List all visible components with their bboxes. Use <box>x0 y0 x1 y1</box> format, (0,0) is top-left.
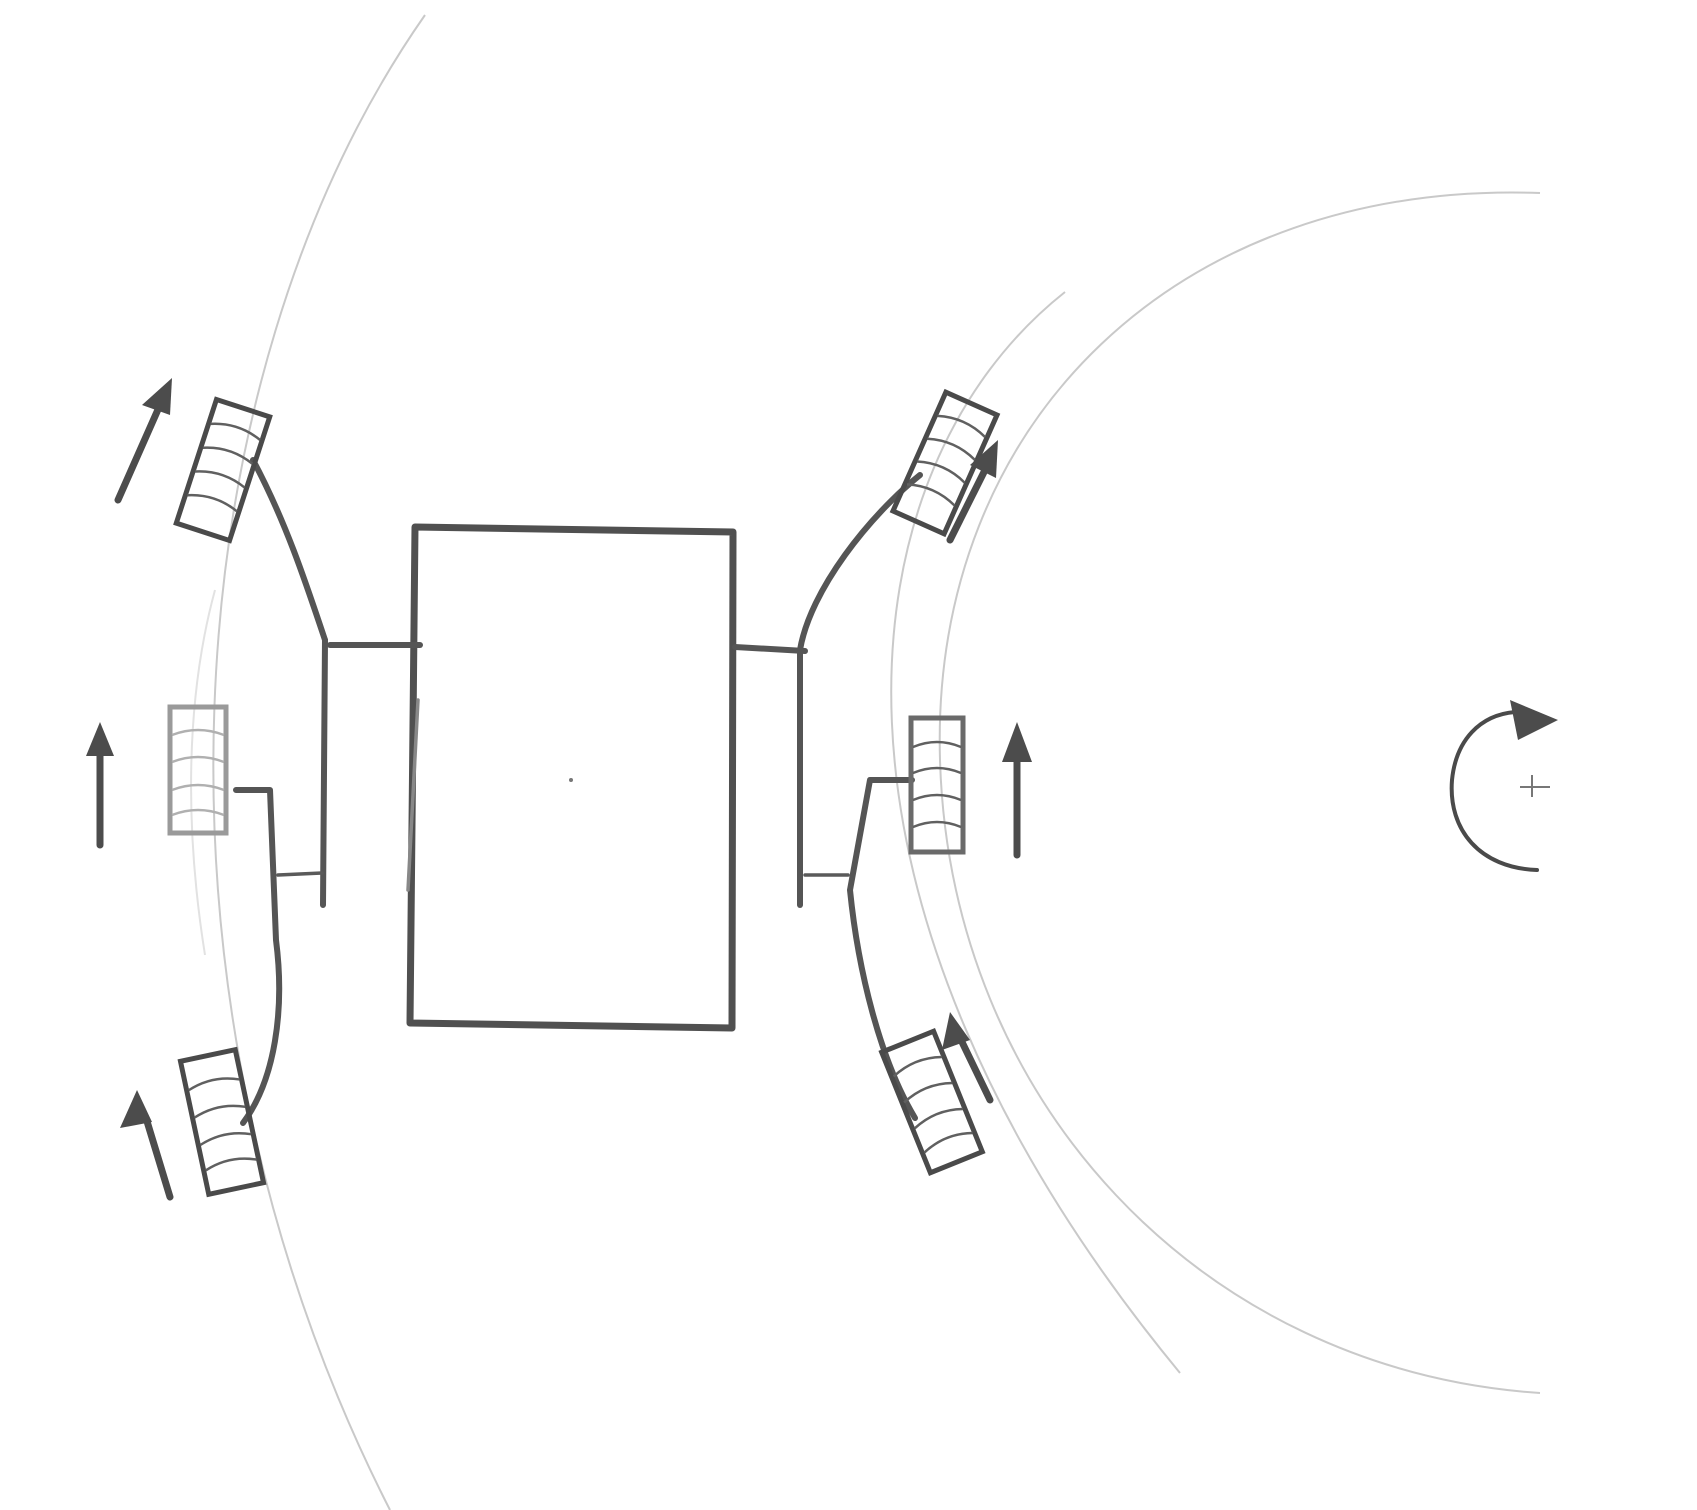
left-vertical-beam <box>320 637 328 908</box>
left-front-wheel <box>173 396 273 544</box>
arrow-right-rear <box>942 1012 994 1104</box>
rotation-arrowhead-icon <box>1510 700 1558 740</box>
arrow-left-rear <box>120 1090 174 1201</box>
arrow-right-front <box>946 440 998 544</box>
left-bogie <box>233 457 423 1126</box>
arrow-left-middle <box>86 722 114 849</box>
rotation-arc-icon <box>1449 710 1539 872</box>
right-middle-wheel <box>908 715 966 855</box>
inner-turning-arc <box>938 191 1541 1394</box>
left-rear-link-connector <box>276 871 324 877</box>
right-bogie <box>732 472 923 1121</box>
rotation-indicator <box>1449 700 1558 872</box>
chassis-left-edge-shadow <box>406 698 420 892</box>
right-chassis-connector <box>732 644 808 654</box>
left-front-link <box>250 457 328 643</box>
chassis-body <box>406 523 737 1032</box>
arrow-left-front <box>114 378 172 504</box>
direction-arrows <box>86 378 1032 1201</box>
right-rear-wheel <box>878 1027 986 1177</box>
middle-turning-arc <box>890 291 1181 1374</box>
right-front-link <box>797 472 923 653</box>
right-rear-link <box>847 777 918 1121</box>
chassis-center-mark <box>569 778 573 782</box>
pivot-center-mark <box>1520 775 1550 797</box>
outer-turning-arc <box>212 14 426 1510</box>
outer-turning-arc-shadow <box>190 589 216 956</box>
right-front-wheel <box>889 388 1001 538</box>
central-chassis <box>406 523 737 1032</box>
wheels <box>167 388 1001 1198</box>
left-middle-wheel <box>167 704 229 836</box>
left-rear-wheel <box>177 1046 267 1198</box>
turning-guide-arcs <box>190 14 1541 1510</box>
left-rear-link <box>233 787 283 1126</box>
arrow-right-middle <box>1002 722 1032 859</box>
